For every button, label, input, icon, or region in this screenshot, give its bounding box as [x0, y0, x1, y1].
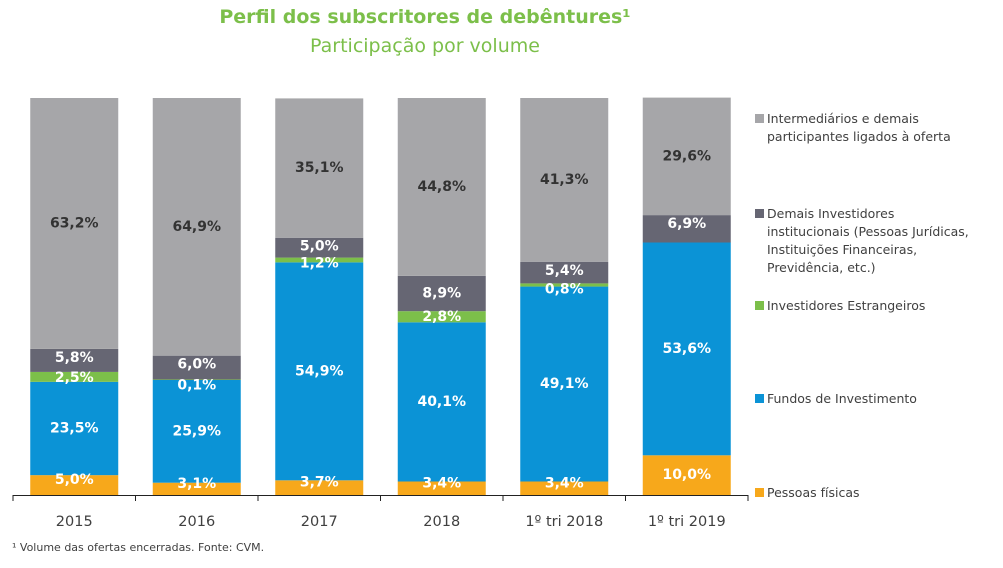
- bar-segment: [397, 322, 486, 482]
- legend-label: institucionais (Pessoas Jurídicas,: [767, 224, 969, 239]
- legend-swatch: [755, 301, 764, 310]
- bar-segment: [397, 275, 486, 312]
- legend-item: Pessoas físicas: [755, 484, 860, 502]
- bar-segment: [275, 98, 364, 238]
- data-label: 63,2%: [50, 215, 99, 231]
- bar-segment: [397, 311, 486, 323]
- data-label: 3,4%: [545, 475, 584, 491]
- chart-subtitle: Participação por volume: [310, 35, 540, 57]
- bar-segment: [152, 482, 241, 495]
- data-label: 54,9%: [295, 363, 344, 379]
- bar-segment: [642, 455, 731, 495]
- x-tick-label: 1º tri 2019: [648, 514, 726, 530]
- bar-segment: [30, 475, 119, 495]
- legend-item: Investidores Estrangeiros: [755, 297, 926, 315]
- bar-segment: [397, 481, 486, 495]
- bar-segment: [275, 237, 364, 258]
- bar-segment: [642, 215, 731, 243]
- legend-swatch: [755, 209, 764, 218]
- bar-segment: [152, 355, 241, 380]
- data-label: 2,8%: [422, 309, 461, 325]
- data-label: 5,4%: [545, 263, 584, 279]
- data-label: 0,8%: [545, 281, 584, 297]
- data-label: 53,6%: [662, 341, 711, 357]
- bar-segment: [152, 379, 241, 483]
- bar-segment: [152, 379, 241, 380]
- legend-label: Fundos de Investimento: [767, 391, 917, 406]
- x-tick-label: 2018: [423, 514, 460, 530]
- data-label: 3,4%: [422, 475, 461, 491]
- legend-label: Demais Investidores: [767, 206, 895, 221]
- legend-item: Demais Investidores institucionais (Pesso…: [755, 205, 969, 277]
- bar-segment: [152, 98, 241, 356]
- legend-label: Previdência, etc.): [767, 260, 876, 275]
- bar-segment: [642, 242, 731, 456]
- legend-label: participantes ligados à oferta: [767, 129, 951, 144]
- data-label: 5,8%: [55, 350, 94, 366]
- data-label: 25,9%: [172, 423, 221, 439]
- data-label: 5,0%: [300, 239, 339, 255]
- legend-label: Investidores Estrangeiros: [767, 298, 926, 313]
- bar-segment: [30, 371, 119, 382]
- legend-label: Pessoas físicas: [767, 485, 860, 500]
- data-label: 29,6%: [662, 148, 711, 164]
- data-label: 5,0%: [55, 472, 94, 488]
- bar-segment: [275, 257, 364, 263]
- x-tick-label: 2017: [301, 514, 338, 530]
- x-tick-label: 2016: [178, 514, 215, 530]
- data-label: 1,2%: [300, 256, 339, 272]
- data-label: 49,1%: [540, 376, 589, 392]
- data-label: 6,0%: [177, 357, 216, 373]
- data-label: 23,5%: [50, 421, 99, 437]
- legend-swatch: [755, 114, 764, 123]
- data-label: 8,9%: [422, 286, 461, 302]
- x-tick-label: 2015: [56, 514, 93, 530]
- data-label: 10,0%: [662, 467, 711, 483]
- bar-segment: [275, 262, 364, 481]
- data-label: 3,7%: [300, 475, 339, 491]
- data-label: 3,1%: [177, 476, 216, 492]
- bar-segment: [520, 286, 609, 482]
- data-label: 44,8%: [417, 179, 466, 195]
- x-tick-label: 1º tri 2018: [525, 514, 603, 530]
- data-label: 41,3%: [540, 172, 589, 188]
- data-label: 35,1%: [295, 160, 344, 176]
- legend-item: Intermediários e demais participantes lig…: [755, 110, 951, 146]
- footnote: ¹ Volume das ofertas encerradas. Fonte: …: [12, 541, 265, 554]
- data-label: 64,9%: [172, 219, 221, 235]
- data-label: 0,1%: [177, 377, 216, 393]
- bar-segment: [520, 283, 609, 287]
- bar-segment: [275, 480, 364, 495]
- legend-swatch: [755, 488, 764, 497]
- legend-item: Fundos de Investimento: [755, 390, 917, 408]
- bar-segment: [30, 348, 119, 372]
- bar-segment: [30, 381, 119, 476]
- bar-segment: [30, 98, 119, 349]
- bar-segment: [642, 97, 731, 216]
- legend-label: Intermediários e demais: [767, 111, 919, 126]
- data-label: 2,5%: [55, 370, 94, 386]
- data-label: 40,1%: [417, 394, 466, 410]
- bar-segment: [520, 98, 609, 262]
- data-label: 6,9%: [667, 216, 706, 232]
- bar-segment: [397, 98, 486, 276]
- legend-label: Instituições Financeiras,: [767, 242, 918, 257]
- chart-title: Perfil dos subscritores de debêntures¹: [219, 6, 631, 28]
- bar-segment: [520, 261, 609, 284]
- legend-swatch: [755, 394, 764, 403]
- bar-segment: [520, 481, 609, 495]
